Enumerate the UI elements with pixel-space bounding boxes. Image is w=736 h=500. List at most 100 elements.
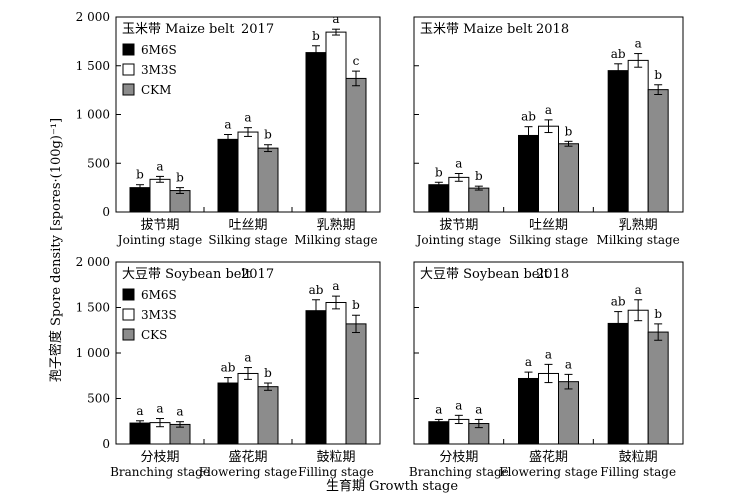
soybean-2018-bar [647, 331, 669, 445]
maize-2017-bar [217, 138, 239, 213]
soybean-2018-x-tick-label-zh: 分枝期 [439, 450, 478, 465]
maize-2017-legend-swatch [122, 63, 135, 76]
maize-2018-x-tick-label-zh: 吐丝期 [529, 218, 568, 233]
maize-2017-x-tick-label-en: Silking stage [208, 233, 287, 247]
maize-2017-bar [149, 178, 171, 213]
x-axis-label: 生育期 Growth stage [326, 478, 458, 494]
soybean-2017-significance-letter: a [244, 351, 251, 365]
soybean-2017-x-tick-label-en: Filling stage [298, 465, 374, 479]
soybean-2017-significance-letter: ab [309, 283, 324, 297]
maize-2018-bar [448, 176, 470, 213]
maize-2018-bar [518, 134, 539, 213]
soybean-2017-bar [305, 310, 327, 445]
soybean-2017-legend-swatch [122, 308, 135, 321]
maize-2017-legend-label: CKM [141, 83, 171, 97]
soybean-2017-x-tick-label-zh: 盛花期 [228, 449, 267, 465]
soybean-2017-legend-label: CKS [141, 328, 167, 342]
maize-2017-belt-label: 玉米带 Maize belt [122, 22, 235, 37]
maize-2017-significance-letter: b [312, 29, 320, 43]
maize-2018-x-tick-label-en: Silking stage [509, 233, 588, 247]
maize-2017-y-tick-label: 500 [87, 156, 110, 170]
maize-2017-bar [257, 147, 279, 213]
soybean-2017-significance-letter: a [332, 279, 339, 293]
maize-2017-significance-letter: a [244, 111, 251, 125]
soybean-2018-significance-letter: a [635, 283, 642, 297]
soybean-2018-x-tick-label-zh: 鼓粒期 [619, 450, 658, 465]
soybean-2018-bar [607, 322, 629, 445]
maize-2017-significance-letter: b [136, 168, 144, 182]
maize-2017-significance-letter: b [176, 171, 184, 185]
soybean-2018-bar [428, 421, 450, 445]
maize-2018-significance-letter: a [635, 37, 642, 51]
soybean-2018-year-label: 2018 [536, 267, 569, 282]
maize-2018-bar [647, 89, 669, 213]
maize-2018-belt-label: 玉米带 Maize belt [420, 22, 533, 37]
soybean-2018-significance-letter: ab [611, 295, 626, 309]
soybean-2018-significance-letter: a [525, 355, 532, 369]
maize-2017-year-label: 2017 [241, 22, 274, 37]
maize-2018-bar [558, 143, 579, 213]
maize-2018-significance-letter: b [565, 124, 573, 138]
maize-2017-x-tick-label-en: Milking stage [294, 233, 377, 247]
maize-2017-legend-swatch [122, 43, 135, 56]
maize-2017-legend-label: 6M6S [141, 43, 177, 57]
soybean-2017-legend-label: 6M6S [141, 288, 177, 302]
soybean-2017-significance-letter: a [136, 404, 143, 418]
soybean-2017-bar [237, 372, 259, 445]
soybean-2018-significance-letter: a [475, 402, 482, 416]
soybean-2017-y-tick-label: 2 000 [76, 255, 110, 269]
maize-2018-x-tick-label-zh: 拔节期 [439, 218, 478, 233]
soybean-2017-bar [129, 422, 151, 445]
maize-2018-year-label: 2018 [536, 22, 569, 37]
maize-2017-y-tick-label: 1 500 [76, 59, 110, 73]
soybean-2018-belt-label: 大豆带 Soybean belt [420, 267, 550, 282]
maize-2017-significance-letter: a [332, 12, 339, 26]
soybean-2017-significance-letter: b [264, 366, 272, 380]
maize-2018-significance-letter: a [455, 156, 462, 170]
soybean-2017-x-tick-label-en: Branching stage [110, 465, 210, 479]
maize-2018-significance-letter: ab [521, 110, 536, 124]
soybean-2017-legend-swatch [122, 328, 135, 341]
soybean-2018-bar [558, 381, 579, 445]
maize-2017-x-tick-label-en: Jointing stage [116, 233, 202, 247]
soybean-2018-bar [627, 309, 649, 445]
maize-2017-significance-letter: a [224, 117, 231, 131]
soybean-2017-y-tick-label: 1 500 [76, 301, 110, 315]
maize-2018-x-tick-label-en: Jointing stage [415, 233, 501, 247]
maize-2017-x-tick-label-zh: 吐丝期 [228, 218, 267, 233]
maize-2017-y-tick-label: 1 000 [76, 108, 110, 122]
maize-2018-x-tick-label-en: Milking stage [597, 233, 680, 247]
soybean-2018-x-tick-label-zh: 盛花期 [529, 449, 568, 465]
soybean-2017-bar [345, 323, 367, 445]
maize-2018-bar [428, 184, 450, 213]
maize-2018-significance-letter: b [475, 169, 483, 183]
maize-2017-x-tick-label-zh: 拔节期 [140, 218, 179, 233]
soybean-2018-bar [538, 372, 559, 445]
soybean-2017-y-tick-label: 1 000 [76, 346, 110, 360]
maize-2017-legend-swatch [122, 83, 135, 96]
soybean-2017-significance-letter: ab [221, 361, 236, 375]
maize-2017-bar [345, 77, 367, 213]
soybean-2018-significance-letter: a [435, 402, 442, 416]
maize-2017-bar [305, 52, 327, 213]
maize-2017-significance-letter: b [264, 128, 272, 142]
y-axis-label: 孢子密度 Spore density [spores·(100g)⁻¹] [48, 118, 64, 382]
soybean-2018-x-tick-label-en: Flowering stage [499, 465, 597, 479]
maize-2017-x-tick-label-zh: 乳熟期 [316, 217, 355, 233]
maize-2017-significance-letter: a [156, 159, 163, 173]
maize-2017-legend-label: 3M3S [141, 63, 177, 77]
soybean-2017-bar [257, 386, 279, 445]
soybean-2018-x-tick-label-en: Branching stage [409, 465, 509, 479]
soybean-2017-x-tick-label-zh: 分枝期 [140, 450, 179, 465]
maize-2017-y-tick-label: 0 [102, 205, 110, 219]
soybean-2017-significance-letter: a [176, 405, 183, 419]
maize-2017-bar [325, 31, 347, 213]
maize-2017-bar [129, 187, 151, 213]
maize-2018-significance-letter: ab [611, 47, 626, 61]
maize-2018-significance-letter: a [545, 103, 552, 117]
soybean-2018-significance-letter: a [545, 347, 552, 361]
soybean-2017-x-tick-label-en: Flowering stage [199, 465, 297, 479]
soybean-2017-x-tick-label-zh: 鼓粒期 [316, 450, 355, 465]
maize-2017-y-tick-label: 2 000 [76, 10, 110, 24]
